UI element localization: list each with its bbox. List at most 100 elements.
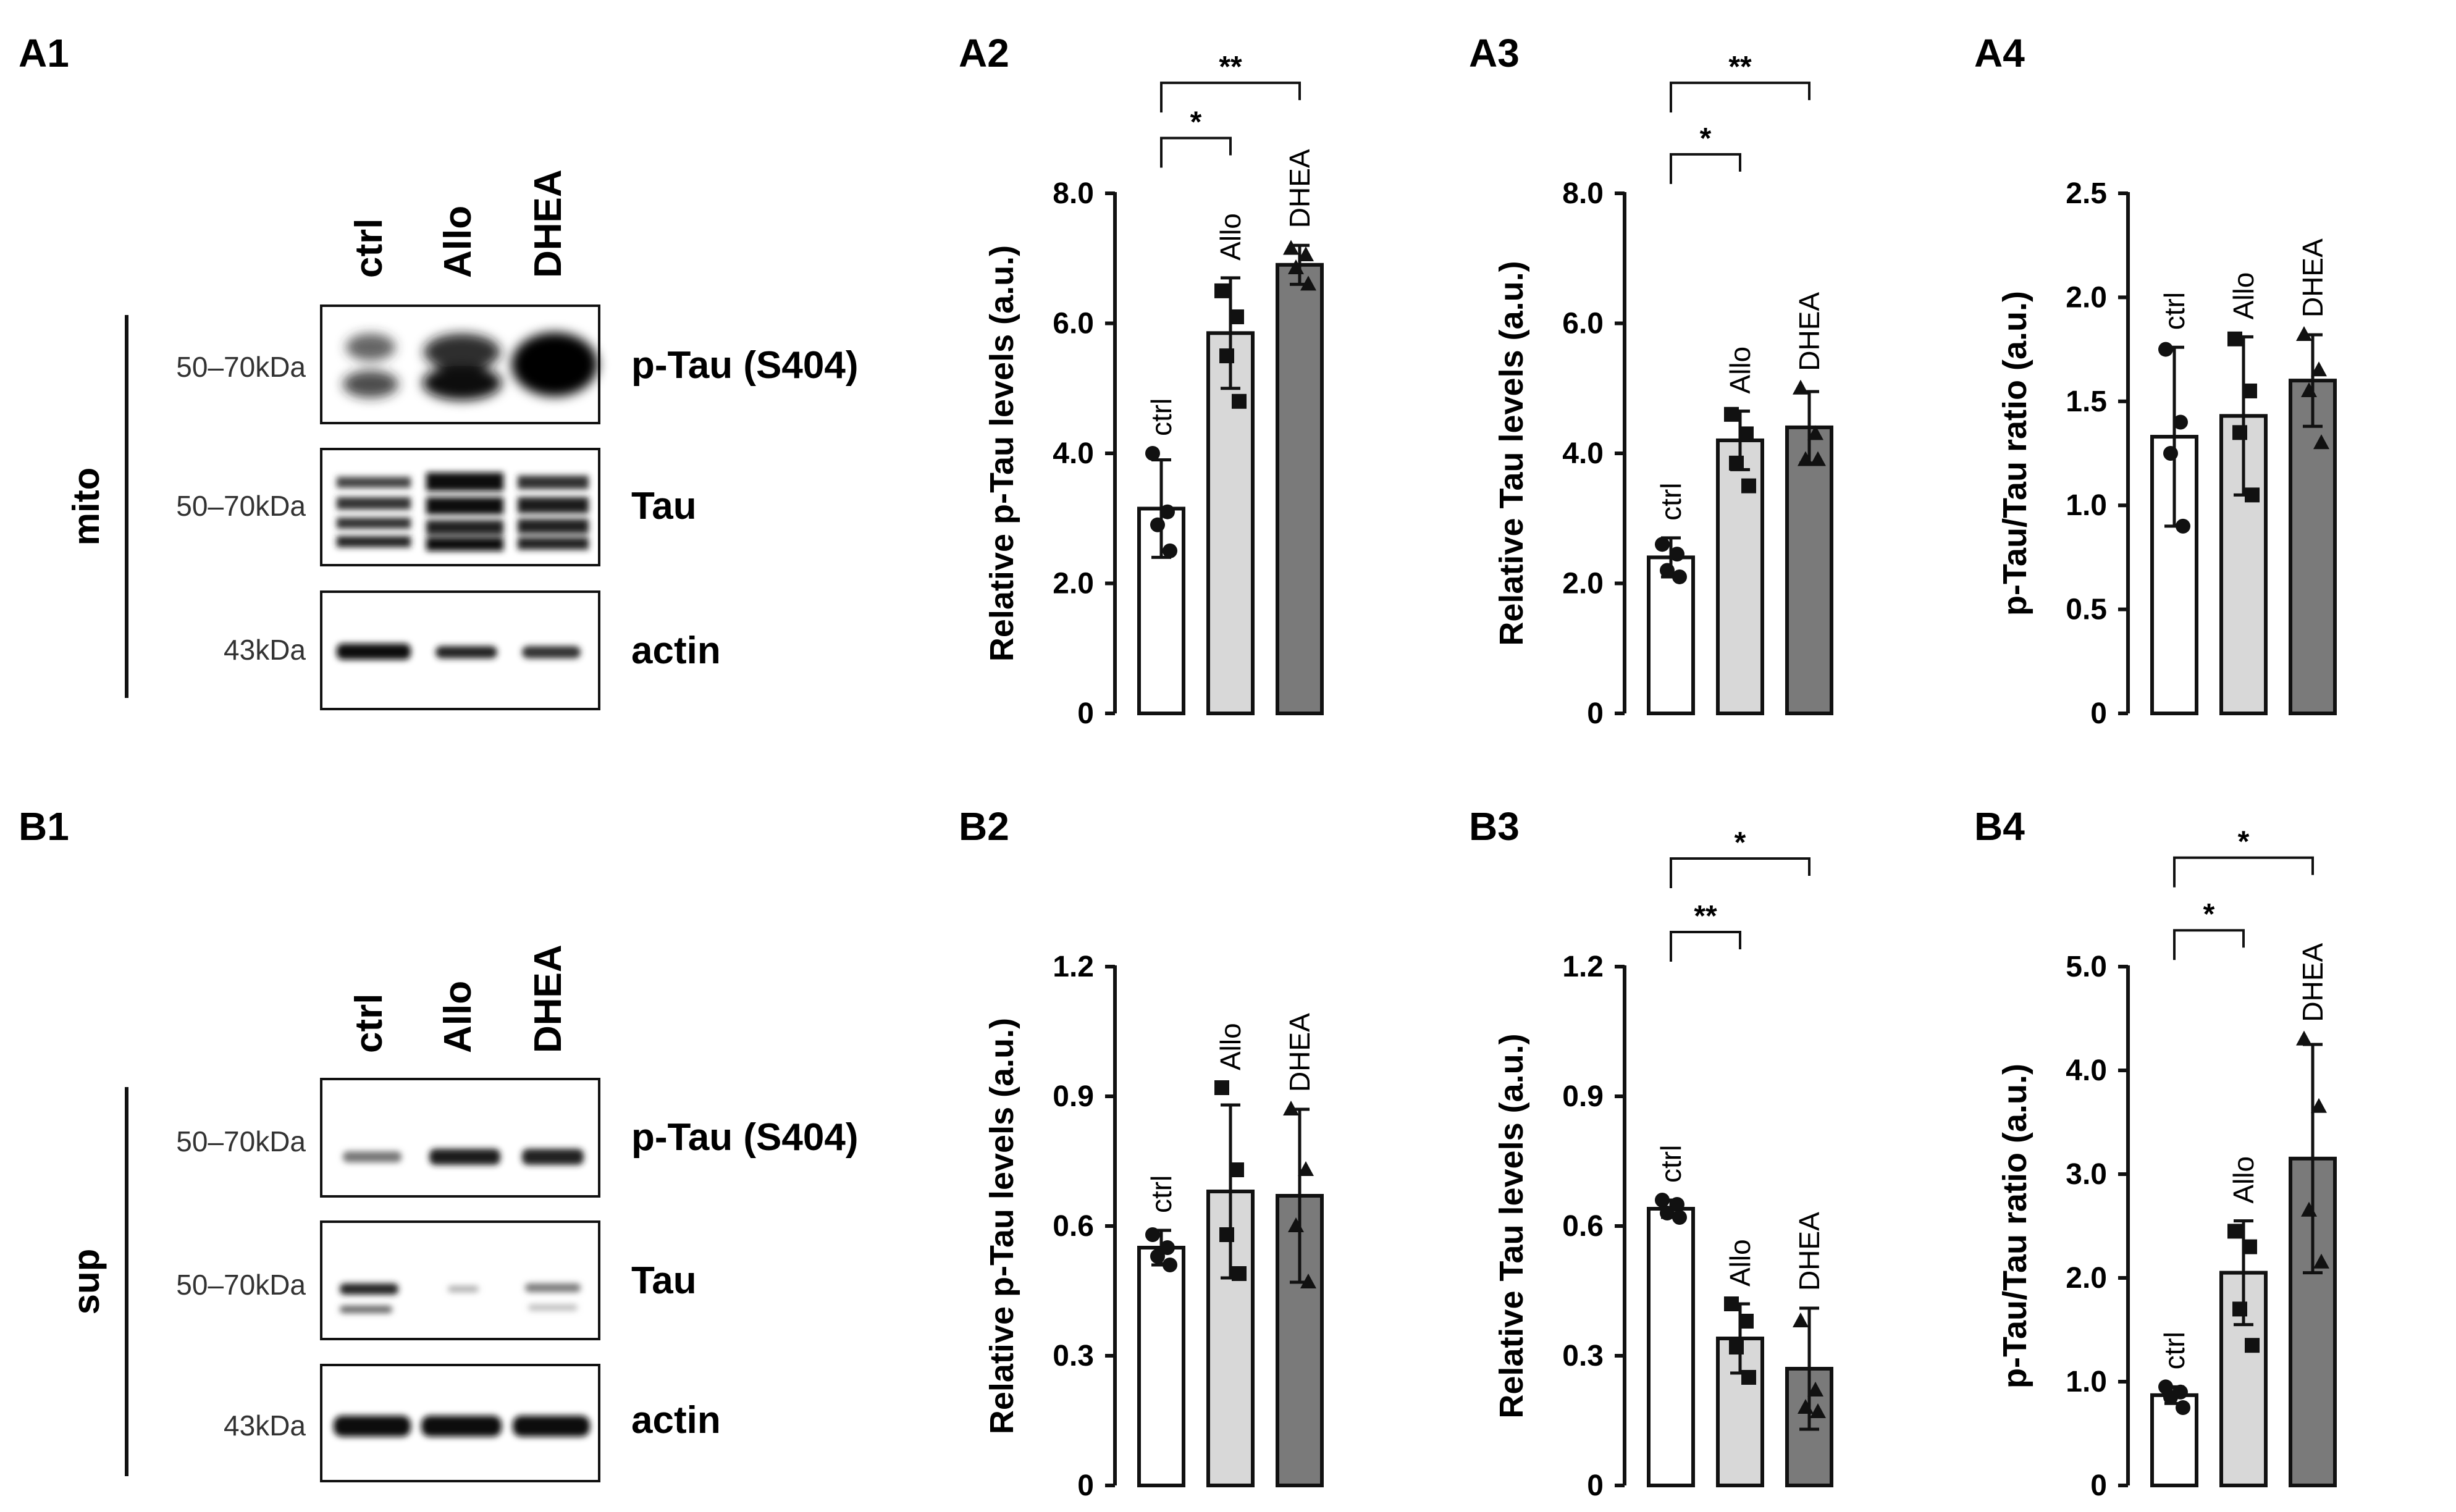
data-point-circle	[1672, 1210, 1687, 1225]
data-point-triangle	[1793, 1312, 1809, 1327]
data-point-square	[1214, 283, 1229, 298]
significance-bracket	[2173, 856, 2314, 888]
category-label-ctrl: ctrl	[2158, 292, 2190, 330]
bar-ctrl	[1647, 1207, 1695, 1487]
significance-bracket	[1670, 82, 1810, 113]
data-point-triangle	[1798, 1399, 1814, 1414]
western-blot-b1: ctrl Allo DHEA sup 50–70kDa p-Tau (S404)…	[65, 944, 858, 1482]
data-point-square	[1219, 348, 1234, 364]
bar-ctrl	[1137, 1246, 1185, 1487]
lane-label-allo: Allo	[437, 981, 479, 1053]
y-tick-label: 4.0	[1562, 437, 1604, 470]
data-point-circle	[2163, 1390, 2178, 1405]
data-point-circle	[2158, 342, 2173, 357]
protein-label: p-Tau (S404)	[631, 1116, 858, 1159]
chart-b2-ptau-sup: 0 0.3 0.6 0.9 1.2 Relative p-Tau levels (a.u.…	[983, 951, 1324, 1502]
y-axis-label: Relative p-Tau levels (a.u.)	[983, 245, 1020, 662]
blot-bands	[343, 1149, 584, 1165]
y-tick-label: 8.0	[1562, 177, 1604, 210]
y-tick-label: 5.0	[2066, 951, 2107, 983]
data-point-triangle	[1807, 1382, 1823, 1396]
blot-bands	[334, 1416, 590, 1437]
mw-label: 43kDa	[224, 634, 306, 666]
data-point-circle	[1160, 504, 1175, 519]
data-point-square	[1724, 406, 1739, 422]
data-point-triangle	[2301, 1201, 2317, 1217]
data-point-triangle	[2311, 361, 2327, 377]
mw-label: 50–70kDa	[176, 490, 306, 522]
significance-bracket	[2173, 929, 2245, 960]
data-point-square	[2232, 1301, 2247, 1317]
data-point-triangle	[1283, 240, 1299, 255]
bar-ctrl	[1647, 555, 1695, 716]
data-point-square	[1214, 1080, 1229, 1095]
data-point-square	[1739, 1314, 1754, 1329]
data-point-circle	[1145, 446, 1160, 461]
data-point-square	[2245, 487, 2260, 503]
y-tick-label: 0	[2090, 697, 2107, 730]
y-axis-label: p-Tau/Tau ratio (a.u.)	[1996, 291, 2033, 616]
data-point-triangle	[1298, 1161, 1314, 1176]
significance-label: **	[1219, 51, 1242, 83]
blot-row-ptau: 50–70kDa p-Tau (S404)	[176, 1078, 858, 1198]
panel-label-a2: A2	[959, 31, 1009, 75]
data-point-square	[2245, 1338, 2260, 1353]
blot-bands	[337, 472, 589, 551]
data-point-square	[2232, 425, 2247, 440]
y-tick-label: 0	[1077, 1469, 1094, 1502]
blot-box	[320, 1078, 600, 1198]
data-point-circle	[2176, 1400, 2190, 1415]
y-tick-label: 6.0	[1053, 308, 1094, 340]
data-point-circle	[1163, 543, 1177, 558]
data-point-square	[1229, 309, 1244, 324]
data-point-triangle	[2313, 1253, 2329, 1269]
y-tick-label: 0	[2090, 1469, 2107, 1502]
y-tick-label: 1.2	[1562, 951, 1604, 983]
category-label-dhea: DHEA	[1793, 292, 1825, 371]
data-point-square	[2227, 1224, 2242, 1239]
chart-a4-ratio-mito: 0 0.5 1.0 1.5 2.0 2.5 p-Tau/Tau ratio (a.u.) ct…	[1996, 177, 2337, 730]
y-tick-label: 2.5	[2066, 177, 2107, 210]
y-tick-label: 6.0	[1562, 308, 1604, 340]
data-point-circle	[1670, 547, 1684, 562]
data-point-triangle	[2296, 326, 2312, 342]
category-label-allo: Allo	[1214, 1023, 1247, 1070]
y-tick-label: 1.0	[2066, 1366, 2107, 1398]
data-point-circle	[2173, 414, 2188, 430]
bar-dhea	[1785, 425, 1833, 716]
data-point-square	[1232, 393, 1247, 409]
lane-label-ctrl: ctrl	[348, 219, 390, 278]
data-point-square	[1219, 1227, 1234, 1242]
significance-bracket	[1670, 931, 1741, 962]
mw-label: 50–70kDa	[176, 351, 306, 383]
y-tick-label: 2.0	[1562, 568, 1604, 600]
lane-label-dhea: DHEA	[527, 944, 570, 1053]
data-point-square	[2242, 1239, 2257, 1254]
significance-label: *	[2203, 898, 2215, 931]
significance-bracket	[1670, 153, 1741, 184]
mw-label: 50–70kDa	[176, 1269, 306, 1301]
protein-label: Tau	[631, 485, 697, 527]
lane-label-ctrl: ctrl	[348, 994, 390, 1053]
y-tick-label: 1.5	[2066, 385, 2107, 418]
y-tick-label: 2.0	[2066, 1262, 2107, 1295]
category-label-dhea: DHEA	[1284, 149, 1316, 228]
category-label-allo: Allo	[1724, 1239, 1756, 1287]
y-tick-label: 0.5	[2066, 594, 2107, 626]
data-point-square	[1724, 1296, 1739, 1311]
y-axis-label: p-Tau/Tau ratio (a.u.)	[1996, 1064, 2033, 1388]
y-tick-label: 0.6	[1562, 1210, 1604, 1243]
panel-label-b3: B3	[1469, 804, 1520, 849]
y-tick-label: 3.0	[2066, 1158, 2107, 1191]
y-tick-label: 2.0	[2066, 281, 2107, 314]
significance-label: *	[1735, 826, 1746, 859]
data-point-circle	[1163, 1258, 1177, 1272]
significance-label: *	[1700, 122, 1712, 155]
chart-a2-ptau-mito: 0 2.0 4.0 6.0 8.0 Relative p-Tau levels (a.u.…	[983, 51, 1324, 730]
blot-bands	[343, 332, 598, 400]
data-point-square	[1232, 1266, 1247, 1281]
bar-dhea	[2289, 379, 2337, 715]
data-point-square	[1739, 426, 1754, 442]
category-label-allo: Allo	[2227, 1156, 2260, 1204]
